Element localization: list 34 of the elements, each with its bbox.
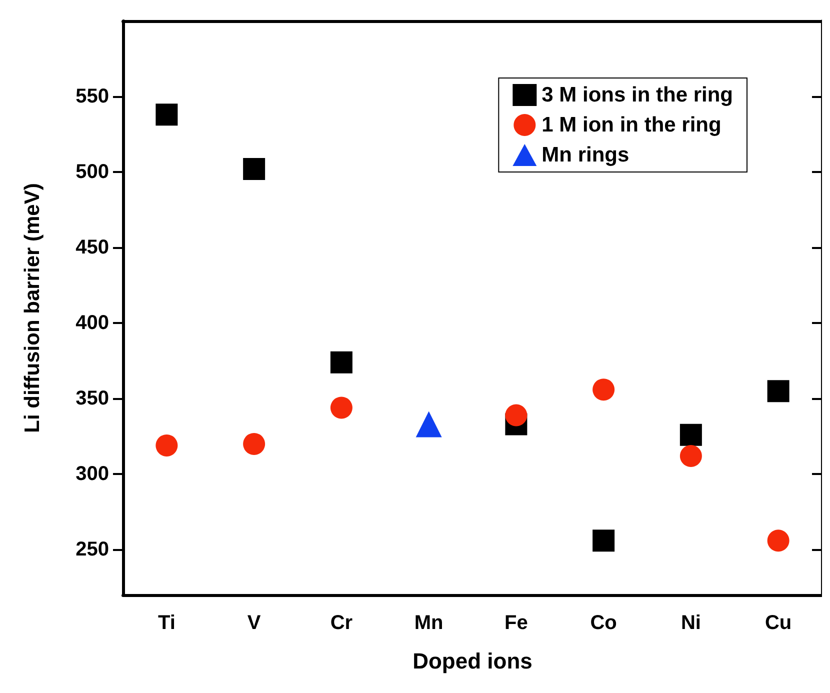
point xyxy=(330,351,352,374)
x-tick-label: Cu xyxy=(764,612,792,634)
x-tick-label: Fe xyxy=(504,612,528,634)
x-tick-label: Ti xyxy=(158,612,176,634)
x-tick-label: Mn xyxy=(414,612,444,634)
x-tick-label: Cr xyxy=(330,612,353,634)
point xyxy=(243,432,266,455)
x-tick-label: V xyxy=(247,612,262,634)
legend-label: 3 M ions in the ring xyxy=(542,84,734,106)
x-tick-label: Co xyxy=(590,612,617,634)
legend-label: 1 M ion in the ring xyxy=(542,114,722,136)
point xyxy=(592,530,615,552)
y-tick-label: 350 xyxy=(76,388,109,410)
y-tick-label: 400 xyxy=(76,312,109,334)
point xyxy=(767,530,790,552)
point xyxy=(680,424,702,446)
y-axis-title: Li diffusion barrier (meV) xyxy=(21,183,44,433)
point xyxy=(243,158,266,180)
point xyxy=(505,404,528,426)
y-tick-label: 450 xyxy=(76,236,109,259)
x-tick-label: Ni xyxy=(680,612,701,634)
y-tick-label: 550 xyxy=(76,86,109,108)
point xyxy=(592,378,615,401)
legend-label: Mn rings xyxy=(542,144,630,166)
y-tick-label: 300 xyxy=(76,463,109,486)
point xyxy=(767,380,790,402)
point xyxy=(416,411,442,438)
point xyxy=(680,445,702,468)
point xyxy=(156,104,178,126)
x-axis-title: Doped ions xyxy=(412,648,532,674)
point xyxy=(330,396,352,419)
y-tick-label: 500 xyxy=(76,161,109,184)
y-tick-label: 250 xyxy=(76,538,109,561)
point xyxy=(156,434,178,456)
